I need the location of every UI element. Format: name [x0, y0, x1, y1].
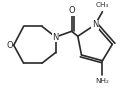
Text: O: O [6, 41, 13, 50]
Text: NH₂: NH₂ [96, 78, 109, 84]
Text: N: N [52, 32, 59, 42]
Text: N: N [92, 20, 98, 29]
Text: CH₃: CH₃ [96, 2, 109, 8]
Text: O: O [68, 6, 75, 15]
